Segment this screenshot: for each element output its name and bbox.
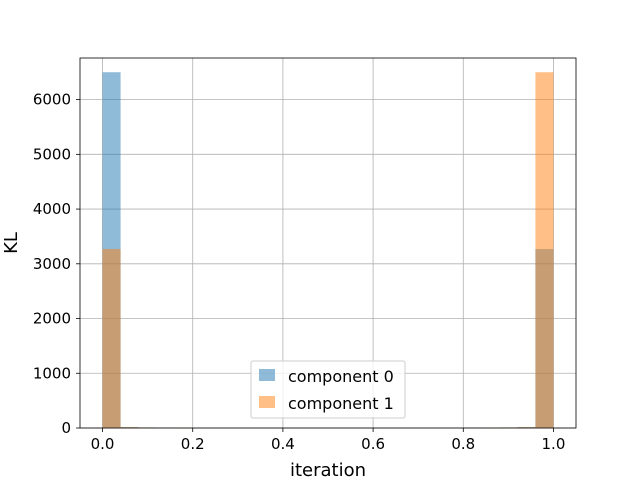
legend: component 0 component 1 [250, 360, 406, 419]
bar-component-1 [102, 249, 121, 428]
x-axis-label: iteration [290, 460, 366, 480]
bar-component-1 [535, 72, 554, 428]
plot-area-frame [79, 57, 577, 429]
legend-box [250, 360, 406, 419]
legend-label-component-1: component 1 [288, 394, 394, 413]
x-tick-label: 0.4 [271, 435, 295, 453]
legend-swatch-component-1 [259, 396, 275, 408]
y-tick-label: 0 [61, 419, 71, 437]
y-tick-label: 3000 [33, 255, 71, 273]
x-tick-label: 0.8 [451, 435, 475, 453]
x-tick-label: 0.6 [361, 435, 385, 453]
x-tick-label: 0.2 [181, 435, 205, 453]
y-tick-label: 2000 [33, 310, 71, 328]
y-tick-label: 6000 [33, 91, 71, 109]
legend-swatch-component-0 [259, 369, 275, 381]
y-tick-label: 4000 [33, 200, 71, 218]
y-axis-label: KL [1, 232, 22, 254]
bar-component-1 [120, 427, 139, 428]
y-tick-label: 1000 [33, 364, 71, 382]
legend-label-component-0: component 0 [288, 367, 394, 386]
x-tick-label: 0.0 [91, 435, 115, 453]
bar-component-1 [517, 427, 536, 428]
x-tick-label: 1.0 [542, 435, 566, 453]
x-axis-ticks: 0.0 0.2 0.4 0.6 0.8 1.0 [91, 428, 566, 453]
y-tick-label: 5000 [33, 145, 71, 163]
y-axis-ticks: 0 1000 2000 3000 4000 5000 6000 [33, 91, 80, 437]
